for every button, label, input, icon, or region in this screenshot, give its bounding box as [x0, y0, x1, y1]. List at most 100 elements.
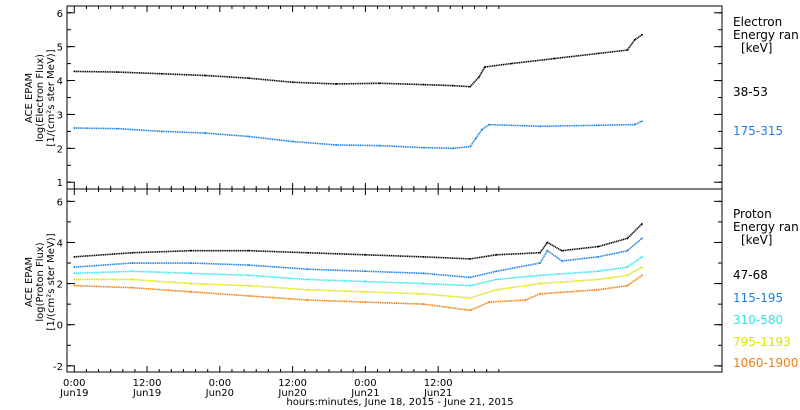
data-point	[379, 82, 381, 85]
x-tick-label-time: 12:00	[424, 378, 453, 389]
electron-ylabel-line1: ACE EPAM	[24, 73, 35, 123]
data-point	[131, 278, 134, 281]
data-point	[73, 266, 76, 269]
data-point	[248, 249, 250, 252]
y-tick-label: 6	[57, 197, 63, 208]
data-point	[248, 77, 250, 80]
data-point	[248, 264, 250, 266]
data-point	[597, 124, 600, 127]
data-point	[189, 282, 192, 285]
x-tick-label-date: Jun19	[59, 388, 88, 399]
data-point	[73, 278, 76, 281]
data-point	[306, 288, 309, 291]
data-point	[641, 255, 643, 258]
data-point	[451, 147, 454, 150]
data-point	[469, 145, 472, 148]
x-tick-label-date: Jun21	[350, 388, 379, 399]
data-point	[469, 85, 472, 88]
data-point	[495, 278, 498, 281]
data-point	[306, 299, 309, 301]
data-point	[539, 251, 541, 254]
electron-legend-unit: [keV]	[741, 41, 772, 55]
electron-legend-subtitle: Energy ran	[733, 28, 799, 42]
data-point	[469, 258, 472, 260]
data-point	[546, 249, 549, 252]
y-tick-label: 4	[57, 77, 63, 88]
data-point	[422, 282, 425, 285]
data-point	[189, 272, 192, 275]
legend-entry-38-53: 38-53	[733, 85, 768, 99]
data-point	[248, 274, 250, 277]
data-point	[422, 255, 425, 258]
y-tick-label: 1	[57, 178, 63, 189]
data-point	[364, 290, 367, 293]
data-point	[204, 132, 207, 134]
data-point	[469, 297, 472, 299]
data-point	[626, 249, 629, 252]
data-point	[73, 127, 76, 129]
data-point	[189, 249, 192, 252]
y-tick-label: -2	[53, 362, 63, 373]
proton-legend-title: Proton	[733, 207, 772, 221]
data-point	[335, 83, 338, 85]
proton-ylabel-line3: [1/(cm²s ster MeV)]	[46, 233, 57, 330]
data-point	[478, 76, 480, 79]
data-point	[306, 251, 309, 254]
series-175-315-line	[74, 120, 643, 150]
data-point	[524, 299, 527, 301]
data-point	[560, 249, 563, 252]
data-point	[422, 146, 425, 149]
x-tick-label-time: 12:00	[133, 378, 162, 389]
data-point	[495, 288, 498, 291]
y-tick-label: 2	[57, 280, 63, 291]
data-point	[553, 57, 556, 60]
data-point	[364, 270, 367, 273]
data-point	[306, 268, 309, 271]
data-point	[641, 223, 643, 225]
data-point	[379, 144, 381, 147]
data-point	[248, 284, 250, 287]
data-point	[248, 135, 250, 138]
data-point	[160, 130, 163, 133]
data-point	[451, 84, 454, 87]
data-point	[546, 241, 549, 244]
data-point	[131, 286, 134, 289]
data-point	[73, 70, 76, 73]
series-1060-1900-line	[74, 274, 643, 312]
data-point	[73, 284, 76, 287]
legend-entry-310-580: 310-580	[733, 313, 783, 327]
data-point	[626, 274, 629, 277]
data-point	[633, 123, 636, 126]
data-point	[597, 52, 600, 55]
legend-entry-795-1193: 795-1193	[733, 335, 791, 349]
data-point	[291, 140, 294, 143]
proton-legend-subtitle: Energy ran	[733, 220, 799, 234]
data-point	[475, 137, 477, 140]
data-point	[469, 284, 472, 287]
x-tick-label-date: Jun19	[132, 388, 161, 399]
data-point	[422, 83, 425, 86]
legend-entry-115-195: 115-195	[733, 291, 783, 305]
data-point	[160, 72, 163, 75]
data-point	[73, 255, 76, 258]
y-tick-label: 0	[57, 321, 63, 332]
y-tick-label: 4	[57, 238, 63, 249]
data-point	[641, 237, 643, 240]
electron-panel-frame	[66, 5, 723, 190]
data-point	[597, 288, 600, 291]
proton-legend-unit: [keV]	[741, 233, 772, 247]
series-38-53-line	[74, 34, 643, 88]
x-tick-label-date: Jun20	[205, 388, 234, 399]
data-point	[597, 245, 600, 248]
data-point	[189, 262, 192, 264]
data-point	[597, 255, 600, 258]
data-point	[117, 127, 119, 130]
data-point	[364, 280, 367, 283]
data-point	[626, 266, 629, 269]
data-point	[131, 251, 134, 254]
electron-ylabel-line3: [1/(cm²s ster MeV)]	[46, 49, 57, 146]
data-point	[131, 270, 134, 273]
data-point	[488, 123, 491, 126]
proton-panel-frame	[66, 188, 723, 373]
